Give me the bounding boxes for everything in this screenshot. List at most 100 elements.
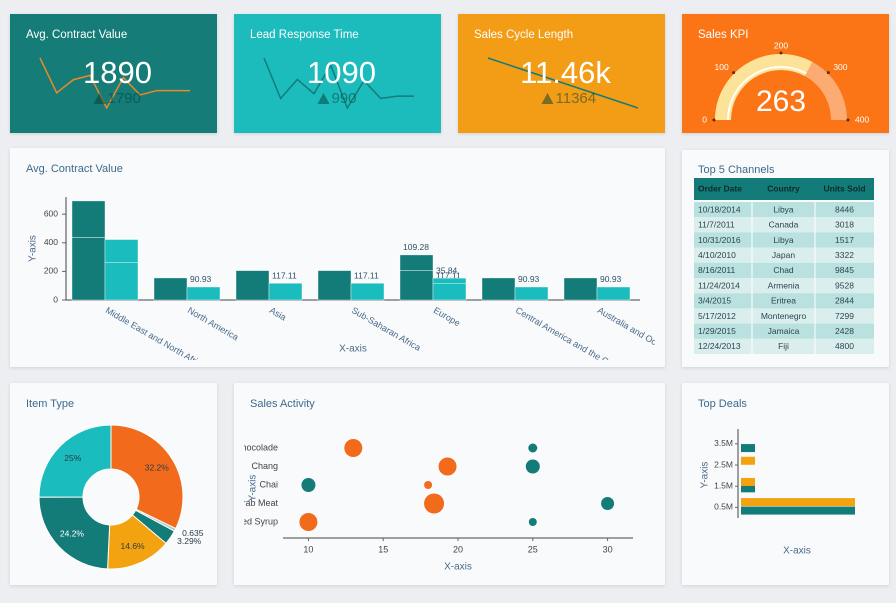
gauge-inner [727,66,807,121]
table-row [694,247,874,263]
pie-label: 0.635 [182,528,204,538]
bar [235,270,270,301]
bar [741,444,755,453]
pie-slice [38,424,112,498]
table-cell: Libya [773,204,794,214]
bar [432,277,467,284]
table-row [694,262,874,278]
table-cell: Armenia [768,280,800,290]
kpi-value: 11.46k [520,55,611,90]
table-row [694,278,874,294]
table-header [694,178,874,200]
kpi-value: 1890 [83,55,152,90]
bar [104,239,139,263]
table-title: Top 5 Channels [698,164,775,176]
sparkline [263,57,414,110]
bubble [438,457,457,476]
gauge-tick [826,71,830,75]
x-tick-label: 30 [603,544,613,554]
pie-slice [110,424,184,530]
bar [71,200,106,238]
bar-value-label: 90.93 [518,274,540,284]
table-cell: 3322 [835,250,854,260]
bubble [424,493,445,514]
y-tick-label: 200 [44,266,58,276]
gauge-tick-label: 400 [855,114,869,124]
kpi-previous: 11364 [556,90,597,107]
bubble [424,481,433,489]
table-cell: 3018 [835,220,854,230]
panel-title: Sales KPI [698,29,749,41]
table-row [694,293,874,309]
bar-value-label: 90.93 [600,274,622,284]
pie-label: 14.6% [121,541,146,551]
kpi-previous: 990 [332,90,357,107]
table-cell: 9845 [835,265,854,275]
table-cell: 8/16/2011 [698,265,735,275]
bar [317,270,352,301]
panel [234,383,665,585]
bar [596,286,631,301]
table-cell: 4/10/2010 [698,250,736,260]
gauge-tick-label: 200 [774,40,788,50]
table-cell: 2428 [835,326,854,336]
gauge-value-label: 263 [756,85,806,118]
y-axis-label: Y-axis [700,462,711,489]
trend-arrow [541,93,554,104]
bar [481,277,516,301]
sparkline [487,57,639,109]
sparkline [39,57,190,110]
panel [682,383,889,585]
x-axis-label: X-axis [444,562,472,573]
panel-title: Avg. Contract Value [26,29,127,41]
bar-value-label: 117.11 [436,270,461,280]
gauge-tick [732,71,736,75]
column-header: Country [767,183,800,193]
panel-title: Top Deals [698,398,747,410]
bar [741,456,755,465]
bar [432,283,467,301]
panel-title: Sales Cycle Length [474,29,573,41]
x-tick-label: 20 [453,544,463,554]
y-axis-label: Y-axis [28,235,39,262]
table-row [694,308,874,324]
table-cell: 8446 [835,204,854,214]
table-cell: 10/31/2016 [698,235,741,245]
table-cell: 1/29/2015 [698,326,736,336]
y-axis-label: Y-axis [248,475,259,502]
table-cell: 9528 [835,280,854,290]
table-row [694,217,874,233]
y-tick-label: 0.5M [714,502,733,512]
bubble [299,513,318,531]
gauge-tick-label: 0 [702,114,707,124]
gauge-tick [846,118,850,122]
bar-value-label: 109.28 [403,242,429,252]
table-cell: Libya [773,235,794,245]
bar [153,277,188,301]
table-cell: 4800 [835,341,854,351]
bubble [525,459,540,474]
y-tick-label: 600 [44,208,58,218]
panel-title: Avg. Contract Value [26,163,123,175]
bar [563,277,598,301]
y-tick-label: 1.5M [714,480,733,490]
gauge-tick [779,51,783,55]
bar-value-label: 90.93 [190,274,212,284]
x-tick-label: 15 [378,544,388,554]
table-cell: Canada [769,220,799,230]
trend-arrow [93,93,106,104]
category-labels: Chocolade Chang Chai Crab Meat Aniseed Syrup [219,442,278,526]
bar [514,286,549,301]
x-tick-label: 10 [303,544,313,554]
table-cell: 11/7/2011 [698,220,735,230]
y-tick-label: Aniseed Syrup [219,516,278,526]
y-tick-label: 2.5M [714,459,733,469]
bar [104,262,139,301]
table-cell: Jamaica [768,326,800,336]
table-row [694,338,874,354]
table-cell: 2844 [835,296,854,306]
table-cell: 11/24/2014 [698,280,740,290]
pie-label: 25% [64,453,81,463]
table-cell: Japan [772,250,795,260]
kpi-previous: 1790 [108,90,141,107]
